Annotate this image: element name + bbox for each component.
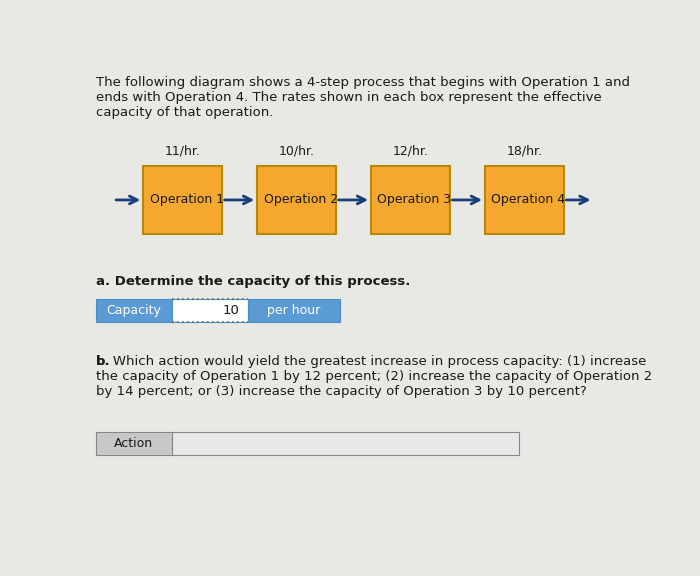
- Text: per hour: per hour: [267, 304, 321, 317]
- Text: 12/hr.: 12/hr.: [392, 145, 428, 158]
- FancyBboxPatch shape: [96, 433, 172, 456]
- FancyBboxPatch shape: [172, 433, 519, 456]
- FancyBboxPatch shape: [248, 300, 340, 323]
- FancyBboxPatch shape: [485, 165, 564, 234]
- Text: The following diagram shows a 4-step process that begins with Operation 1 and
en: The following diagram shows a 4-step pro…: [96, 76, 629, 119]
- Text: a. Determine the capacity of this process.: a. Determine the capacity of this proces…: [96, 275, 410, 289]
- Text: 11/hr.: 11/hr.: [164, 145, 200, 158]
- FancyBboxPatch shape: [172, 300, 248, 323]
- Text: 10/hr.: 10/hr.: [279, 145, 314, 158]
- FancyBboxPatch shape: [143, 165, 222, 234]
- Text: Capacity: Capacity: [106, 304, 161, 317]
- FancyBboxPatch shape: [371, 165, 449, 234]
- Text: Operation 1: Operation 1: [150, 194, 224, 206]
- Text: Operation 4: Operation 4: [491, 194, 566, 206]
- Text: 18/hr.: 18/hr.: [506, 145, 542, 158]
- Text: b.: b.: [96, 355, 111, 368]
- Text: b. Which action would yield the greatest increase in process capacity: (1) incre: b. Which action would yield the greatest…: [96, 355, 652, 398]
- Text: Action: Action: [114, 437, 153, 450]
- Text: Operation 3: Operation 3: [377, 194, 452, 206]
- Text: Operation 2: Operation 2: [263, 194, 337, 206]
- Text: 10: 10: [223, 304, 239, 317]
- FancyBboxPatch shape: [96, 300, 172, 323]
- FancyBboxPatch shape: [257, 165, 336, 234]
